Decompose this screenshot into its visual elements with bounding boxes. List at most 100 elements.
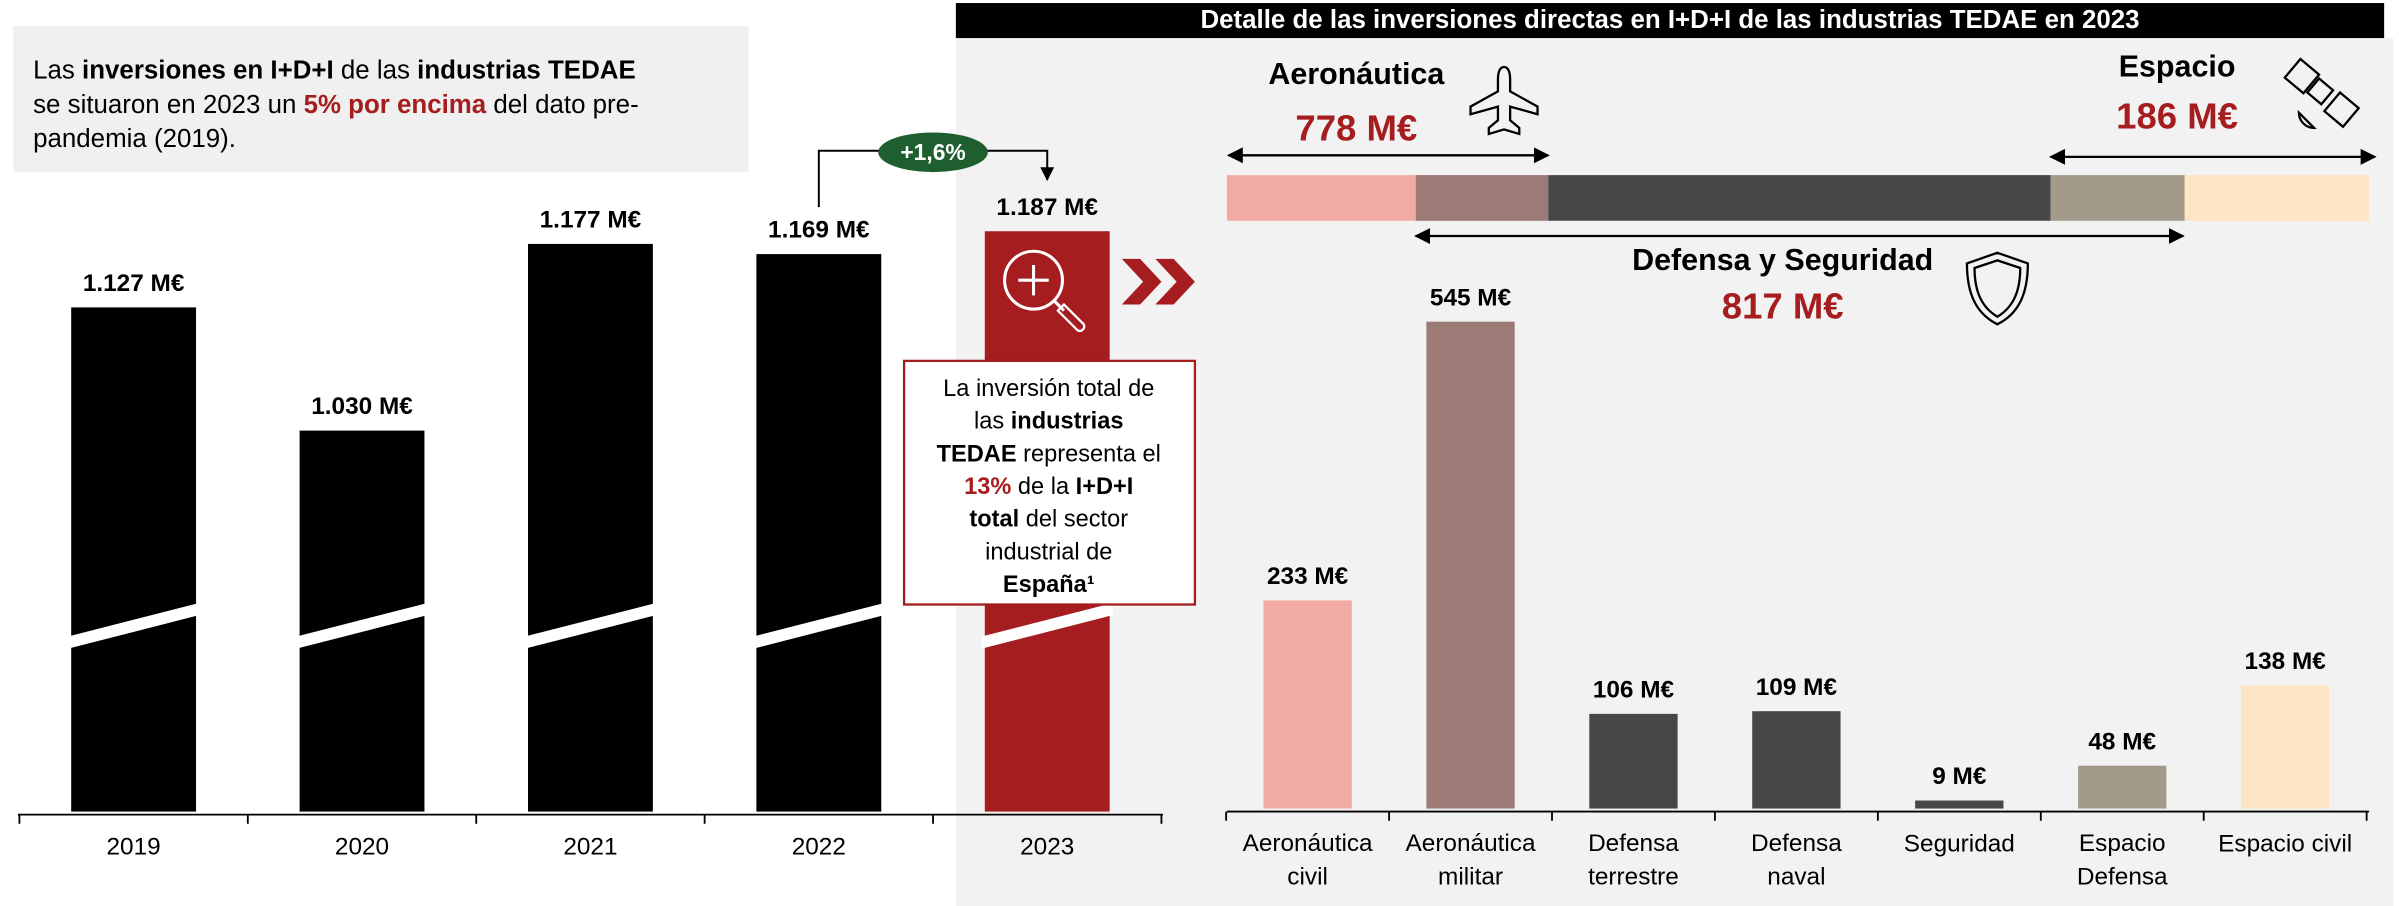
note-line: industrial de [985,540,1112,566]
value-label: 106 M€ [1593,676,1675,703]
text-run: industrias [1011,409,1124,435]
label-line: naval [1767,864,1825,891]
bar [1263,600,1352,809]
x-tick-label: 2023 [1020,834,1074,861]
value-label: 1.187 M€ [996,194,1098,221]
text-run: I+D+I [1076,474,1134,500]
x-tick-label: Seguridad [1904,831,2015,858]
x-tick-label: Aeronáutica militar [1406,831,1536,891]
group-name: Espacio [2119,50,2236,84]
growth-badge [878,132,988,173]
x-tick-label: Defensa terrestre [1588,831,1679,891]
text-run: TEDAE [937,442,1017,468]
intro-line: se situaron en 2023 un 5% por encima del… [33,91,639,119]
text-run: de las [334,56,417,84]
label-line: civil [1287,864,1328,891]
note-line: las industrias [974,409,1123,435]
detail-header [955,3,2385,39]
note-line: TEDAE representa el [937,442,1161,468]
bar [527,243,653,812]
text-run: representa el [1017,442,1161,468]
yearly-chart: 1.127 M€ 2019 1.030 M€ 2020 1.177 M€ 2021 1.16… [17,194,1163,861]
value-label: 1.127 M€ [83,270,185,297]
chevrons [1121,258,1195,305]
label-line: Espacio [2079,831,2166,858]
text-run: de la [1011,474,1075,500]
note-line: 13% de la I+D+I [964,474,1133,500]
group-name: Aeronáutica [1268,57,1445,91]
intro-line: Las inversiones en I+D+I de las industri… [33,56,636,84]
bar [2078,765,2167,809]
value-label: 233 M€ [1267,563,1349,590]
plane-icon [1469,65,1539,136]
x-tick-label: 2020 [335,834,389,861]
label-line: terrestre [1588,864,1679,891]
x-tick-label: Defensa naval [1751,831,1842,891]
axis-break [981,602,1113,649]
note-line: España¹ [1003,572,1095,598]
text-run: del dato pre- [486,91,638,119]
strip-segment [2050,175,2185,221]
text-run: 5% por encima [304,91,487,119]
label-line: Aeronáutica [1243,831,1373,858]
detail-title: Detalle de las inversiones directas en I… [1200,6,2139,34]
text-run: España¹ [1003,572,1095,598]
intro-box [13,25,749,173]
text-run: 13% [964,474,1011,500]
value-label: 138 M€ [2245,648,2327,675]
bar [756,254,882,812]
text-run: total [969,507,1019,533]
text-run: las [974,409,1011,435]
bar [1589,713,1678,809]
value-label: 48 M€ [2088,728,2156,755]
value-label: 9 M€ [1932,763,1987,790]
text-blocks: Las inversiones en I+D+I de las industri… [33,56,1161,598]
shield-icon [1965,251,2029,326]
value-label: 1.177 M€ [540,207,642,234]
value-label: 1.169 M€ [768,217,870,244]
bar [71,307,197,812]
strip-segment [2184,175,2369,221]
growth-label: +1,6% [900,139,965,165]
note-line: La inversión total de [943,376,1154,402]
bar [2241,685,2330,809]
x-tick-label: 2021 [563,834,617,861]
group-value: 817 M€ [1722,286,1844,327]
group-value: 186 M€ [2116,95,2238,136]
label-line: Defensa [1751,831,1842,858]
text-run: La inversión total de [943,376,1154,402]
group-name: Defensa y Seguridad [1632,243,1933,277]
strip-segment [1548,175,2051,221]
text-run: industrial de [985,540,1112,566]
strip-segment [1415,175,1549,221]
bar [1752,711,1841,809]
segment-strip [1226,175,2369,221]
x-tick-label: Espacio Defensa [2077,831,2168,891]
group-value: 778 M€ [1295,108,1417,149]
bar [1915,800,2004,809]
intro-line: pandemia (2019). [33,125,236,153]
axis-break [524,602,656,649]
detail-chart: 233 M€ Aeronáutica civil 545 M€ Aeronáutica m… [1225,50,2369,891]
bar [1426,321,1515,809]
text-run: industrias TEDAE [417,56,636,84]
axis-break [68,602,200,649]
text-run: del sector [1019,507,1128,533]
text-run: Las [33,56,82,84]
axis-break [296,602,428,649]
value-label: 545 M€ [1430,284,1512,311]
label-line: Defensa [2077,864,2168,891]
label-line: Defensa [1588,831,1679,858]
x-tick-label: Espacio civil [2218,831,2352,858]
x-tick-label: Aeronáutica civil [1243,831,1373,891]
label-line: Aeronáutica [1406,831,1536,858]
value-label: 109 M€ [1756,674,1838,701]
value-label: 1.030 M€ [311,393,413,420]
satellite-icon [2283,57,2361,130]
strip-segment [1226,175,1416,221]
note-box [902,359,1197,606]
axis-break [753,602,885,649]
note-line: total del sector [969,507,1128,533]
text-run: se situaron en 2023 un [33,91,303,119]
